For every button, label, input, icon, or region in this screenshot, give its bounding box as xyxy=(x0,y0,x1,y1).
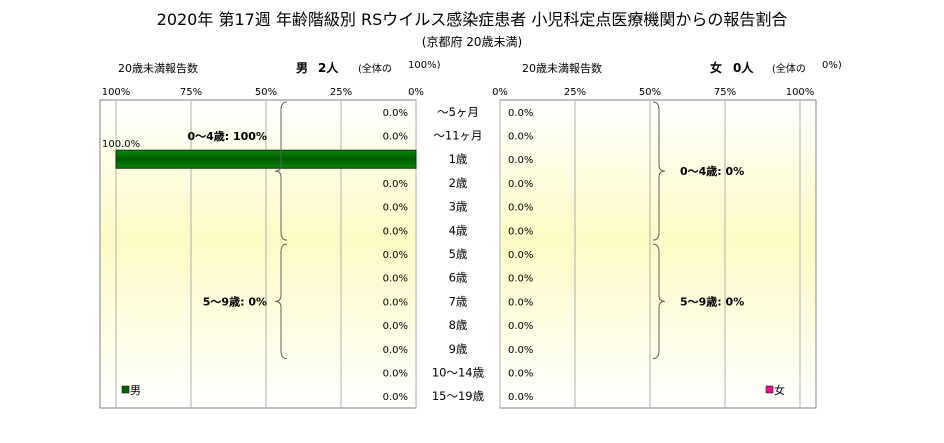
female-sex-label: 女 xyxy=(710,61,723,75)
age-category-label: 10～14歳 xyxy=(432,365,485,379)
male-value-label: 0.0% xyxy=(383,297,408,308)
male-value-label: 100.0% xyxy=(102,139,140,150)
male-bar xyxy=(115,149,417,169)
chart-subtitle: (京都府 20歳未満) xyxy=(421,35,523,49)
female-group-brace xyxy=(652,101,666,241)
female-value-label: 0.0% xyxy=(508,345,533,356)
female-tick-label: 25% xyxy=(564,87,586,98)
male-value-label: 0.0% xyxy=(383,203,408,214)
age-category-label: 5歳 xyxy=(449,247,468,261)
male-group-brace xyxy=(274,243,288,360)
female-plot-area xyxy=(499,99,817,409)
male-tick-label: 75% xyxy=(180,87,202,98)
male-value-label: 0.0% xyxy=(383,321,408,332)
male-legend-swatch xyxy=(121,385,130,394)
male-tick-label: 100% xyxy=(102,87,131,98)
male-value-label: 0.0% xyxy=(383,108,408,119)
age-category-label: 1歳 xyxy=(449,152,468,166)
male-total-pct: 100%) xyxy=(408,60,441,71)
age-category-label: 2歳 xyxy=(449,176,468,190)
female-value-label: 0.0% xyxy=(508,297,533,308)
chart-title: 2020年 第17週 年齢階級別 RSウイルス感染症患者 小児科定点医療機関から… xyxy=(156,10,788,29)
age-category-label: 9歳 xyxy=(449,342,468,356)
female-under20-label: 20歳未満報告数 xyxy=(522,62,602,75)
male-value-label: 0.0% xyxy=(383,250,408,261)
male-tick-label: 50% xyxy=(255,87,277,98)
male-group-annotation: 5～9歳: 0% xyxy=(203,294,267,308)
male-value-label: 0.0% xyxy=(383,226,408,237)
female-tick-label: 50% xyxy=(639,87,661,98)
male-value-label: 0.0% xyxy=(383,392,408,403)
female-legend-label: 女 xyxy=(774,383,785,397)
female-value-label: 0.0% xyxy=(508,108,533,119)
age-category-label: 7歳 xyxy=(449,294,468,308)
male-count-label: 2人 xyxy=(318,61,339,75)
female-tick-label: 75% xyxy=(714,87,736,98)
female-value-label: 0.0% xyxy=(508,368,533,379)
age-category-label: 3歳 xyxy=(449,200,468,214)
female-group-brace xyxy=(652,243,666,360)
male-plot-area xyxy=(99,99,417,409)
male-legend-label: 男 xyxy=(130,384,141,397)
male-group-brace xyxy=(274,101,288,241)
male-value-label: 0.0% xyxy=(383,179,408,190)
female-value-label: 0.0% xyxy=(508,392,533,403)
male-group-annotation: 0～4歳: 100% xyxy=(187,129,267,143)
female-group-annotation: 0～4歳: 0% xyxy=(680,164,744,178)
age-category-label: ～11ヶ月 xyxy=(433,129,482,143)
male-value-label: 0.0% xyxy=(383,368,408,379)
female-value-label: 0.0% xyxy=(508,203,533,214)
age-category-label: 15～19歳 xyxy=(432,389,485,403)
female-tick-label: 0% xyxy=(492,87,508,98)
male-tick-label: 0% xyxy=(408,87,424,98)
female-legend-swatch xyxy=(765,385,774,394)
male-value-label: 0.0% xyxy=(383,274,408,285)
age-category-label: 4歳 xyxy=(449,223,468,237)
age-category-label: 8歳 xyxy=(449,318,468,332)
male-value-label: 0.0% xyxy=(383,345,408,356)
female-value-label: 0.0% xyxy=(508,321,533,332)
female-total-label: (全体の xyxy=(772,64,806,75)
age-category-label: 6歳 xyxy=(449,271,468,285)
female-total-pct: 0%) xyxy=(822,60,842,71)
male-value-label: 0.0% xyxy=(383,132,408,143)
male-under20-label: 20歳未満報告数 xyxy=(118,62,198,75)
female-count-label: 0人 xyxy=(733,61,754,75)
female-value-label: 0.0% xyxy=(508,155,533,166)
female-group-annotation: 5～9歳: 0% xyxy=(680,294,744,308)
male-tick-label: 25% xyxy=(330,87,352,98)
male-sex-label: 男 xyxy=(296,61,309,75)
female-value-label: 0.0% xyxy=(508,132,533,143)
female-tick-label: 100% xyxy=(786,87,815,98)
female-value-label: 0.0% xyxy=(508,179,533,190)
male-total-label: (全体の xyxy=(358,64,392,75)
female-value-label: 0.0% xyxy=(508,250,533,261)
female-value-label: 0.0% xyxy=(508,274,533,285)
age-category-label: ～5ヶ月 xyxy=(437,105,479,119)
female-value-label: 0.0% xyxy=(508,226,533,237)
